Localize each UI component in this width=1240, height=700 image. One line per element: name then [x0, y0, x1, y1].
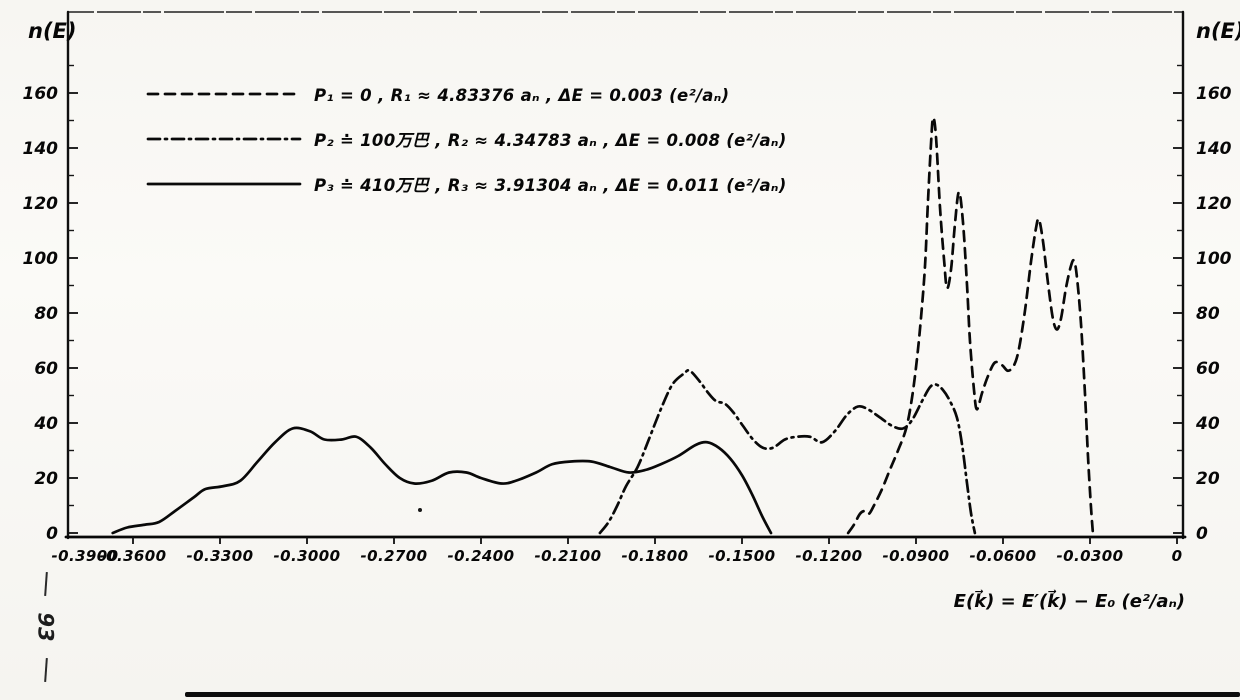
y-tick-label-right: 120 [1196, 194, 1232, 214]
y-tick-label-left: 140 [23, 139, 59, 159]
legend: P₁ = 0 , R₁ ≈ 4.83376 aₙ , ΔE = 0.003 (e… [146, 86, 787, 195]
y-tick-label-right: 40 [1195, 414, 1220, 434]
y-tick-label-right: 20 [1196, 469, 1220, 489]
P3-curve [111, 426, 773, 535]
page-number: 93 [33, 612, 58, 642]
margin-dash-bottom [44, 657, 48, 683]
page-number-margin: 93 [26, 571, 66, 683]
x-tick-label: -0.2100 [535, 547, 602, 565]
x-tick-label: -0.3300 [187, 547, 254, 565]
scan-edge-line [185, 692, 1240, 697]
x-tick-label: -0.2400 [448, 547, 515, 565]
x-tick-label: -0.0300 [1057, 547, 1124, 565]
y-tick-label-left: 0 [46, 524, 58, 544]
x-tick-label: -0.0600 [970, 547, 1037, 565]
x-tick-label: -0.3900 [52, 547, 119, 565]
x-axis-ticks: -0.3900-0.3600 -0.3300 -0.3000 -0.2700 -0.24… [52, 537, 1183, 565]
y-tick-label-right: 60 [1196, 359, 1220, 379]
legend-label-2: P₂ ≐ 100万巴 , R₂ ≈ 4.34783 aₙ , ΔE = 0.00… [314, 131, 787, 150]
y-tick-label-left: 120 [23, 194, 59, 214]
x-tick-label: -0.0900 [883, 547, 950, 565]
y-tick-label-left: 100 [23, 249, 59, 269]
y-tick-label-right: 160 [1196, 84, 1232, 104]
y-tick-label-right: 100 [1196, 249, 1232, 269]
margin-dash-top [44, 571, 48, 597]
y-axis-ticks-right: 0 20 40 60 80 100 120 140 160 [1173, 64, 1232, 544]
y-tick-label-left: 60 [34, 359, 58, 379]
x-tick-label: -0.3600 [100, 547, 167, 565]
y-tick-label-left: 160 [23, 84, 59, 104]
x-tick-label: -0.1500 [709, 547, 776, 565]
x-tick-label: -0.2700 [361, 547, 428, 565]
legend-label-1: P₁ = 0 , R₁ ≈ 4.83376 aₙ , ΔE = 0.003 (e… [314, 86, 729, 105]
P1-curve [846, 116, 1095, 535]
y-tick-label-right: 80 [1196, 304, 1220, 324]
y-tick-label-left: 80 [34, 304, 58, 324]
legend-label-3: P₃ ≐ 410万巴 , R₃ ≈ 3.91304 aₙ , ΔE = 0.01… [314, 176, 787, 195]
y-axis-title-right: n(E) [1196, 19, 1240, 43]
curves-group [111, 116, 1095, 535]
y-tick-label-right: 0 [1196, 524, 1208, 544]
y-tick-label-left: 20 [34, 469, 58, 489]
scan-speckle [418, 508, 422, 512]
x-tick-label: -0.1200 [796, 547, 863, 565]
y-tick-label-left: 40 [33, 414, 58, 434]
y-tick-label-right: 140 [1196, 139, 1232, 159]
y-axis-ticks-left: 0 20 40 60 80 100 120 140 160 [23, 64, 78, 544]
P2-curve [598, 368, 977, 535]
x-tick-label: -0.3000 [274, 547, 341, 565]
x-axis-title: E(k⃗) = E′(k⃗) − E₀ (e²/aₙ) [954, 590, 1185, 612]
x-tick-label: 0 [1172, 547, 1183, 565]
y-axis-title-left: n(E) [28, 19, 77, 43]
x-tick-label: -0.1800 [622, 547, 689, 565]
